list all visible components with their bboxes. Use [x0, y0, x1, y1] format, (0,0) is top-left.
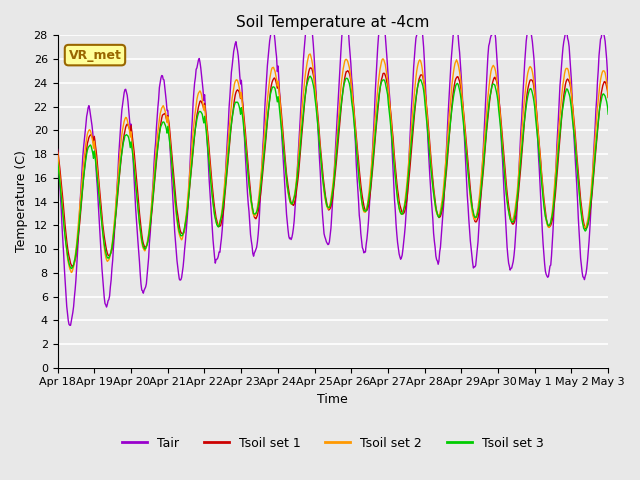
Legend: Tair, Tsoil set 1, Tsoil set 2, Tsoil set 3: Tair, Tsoil set 1, Tsoil set 2, Tsoil se…: [116, 432, 549, 455]
Y-axis label: Temperature (C): Temperature (C): [15, 151, 28, 252]
Title: Soil Temperature at -4cm: Soil Temperature at -4cm: [236, 15, 429, 30]
X-axis label: Time: Time: [317, 393, 348, 406]
Text: VR_met: VR_met: [68, 48, 122, 61]
